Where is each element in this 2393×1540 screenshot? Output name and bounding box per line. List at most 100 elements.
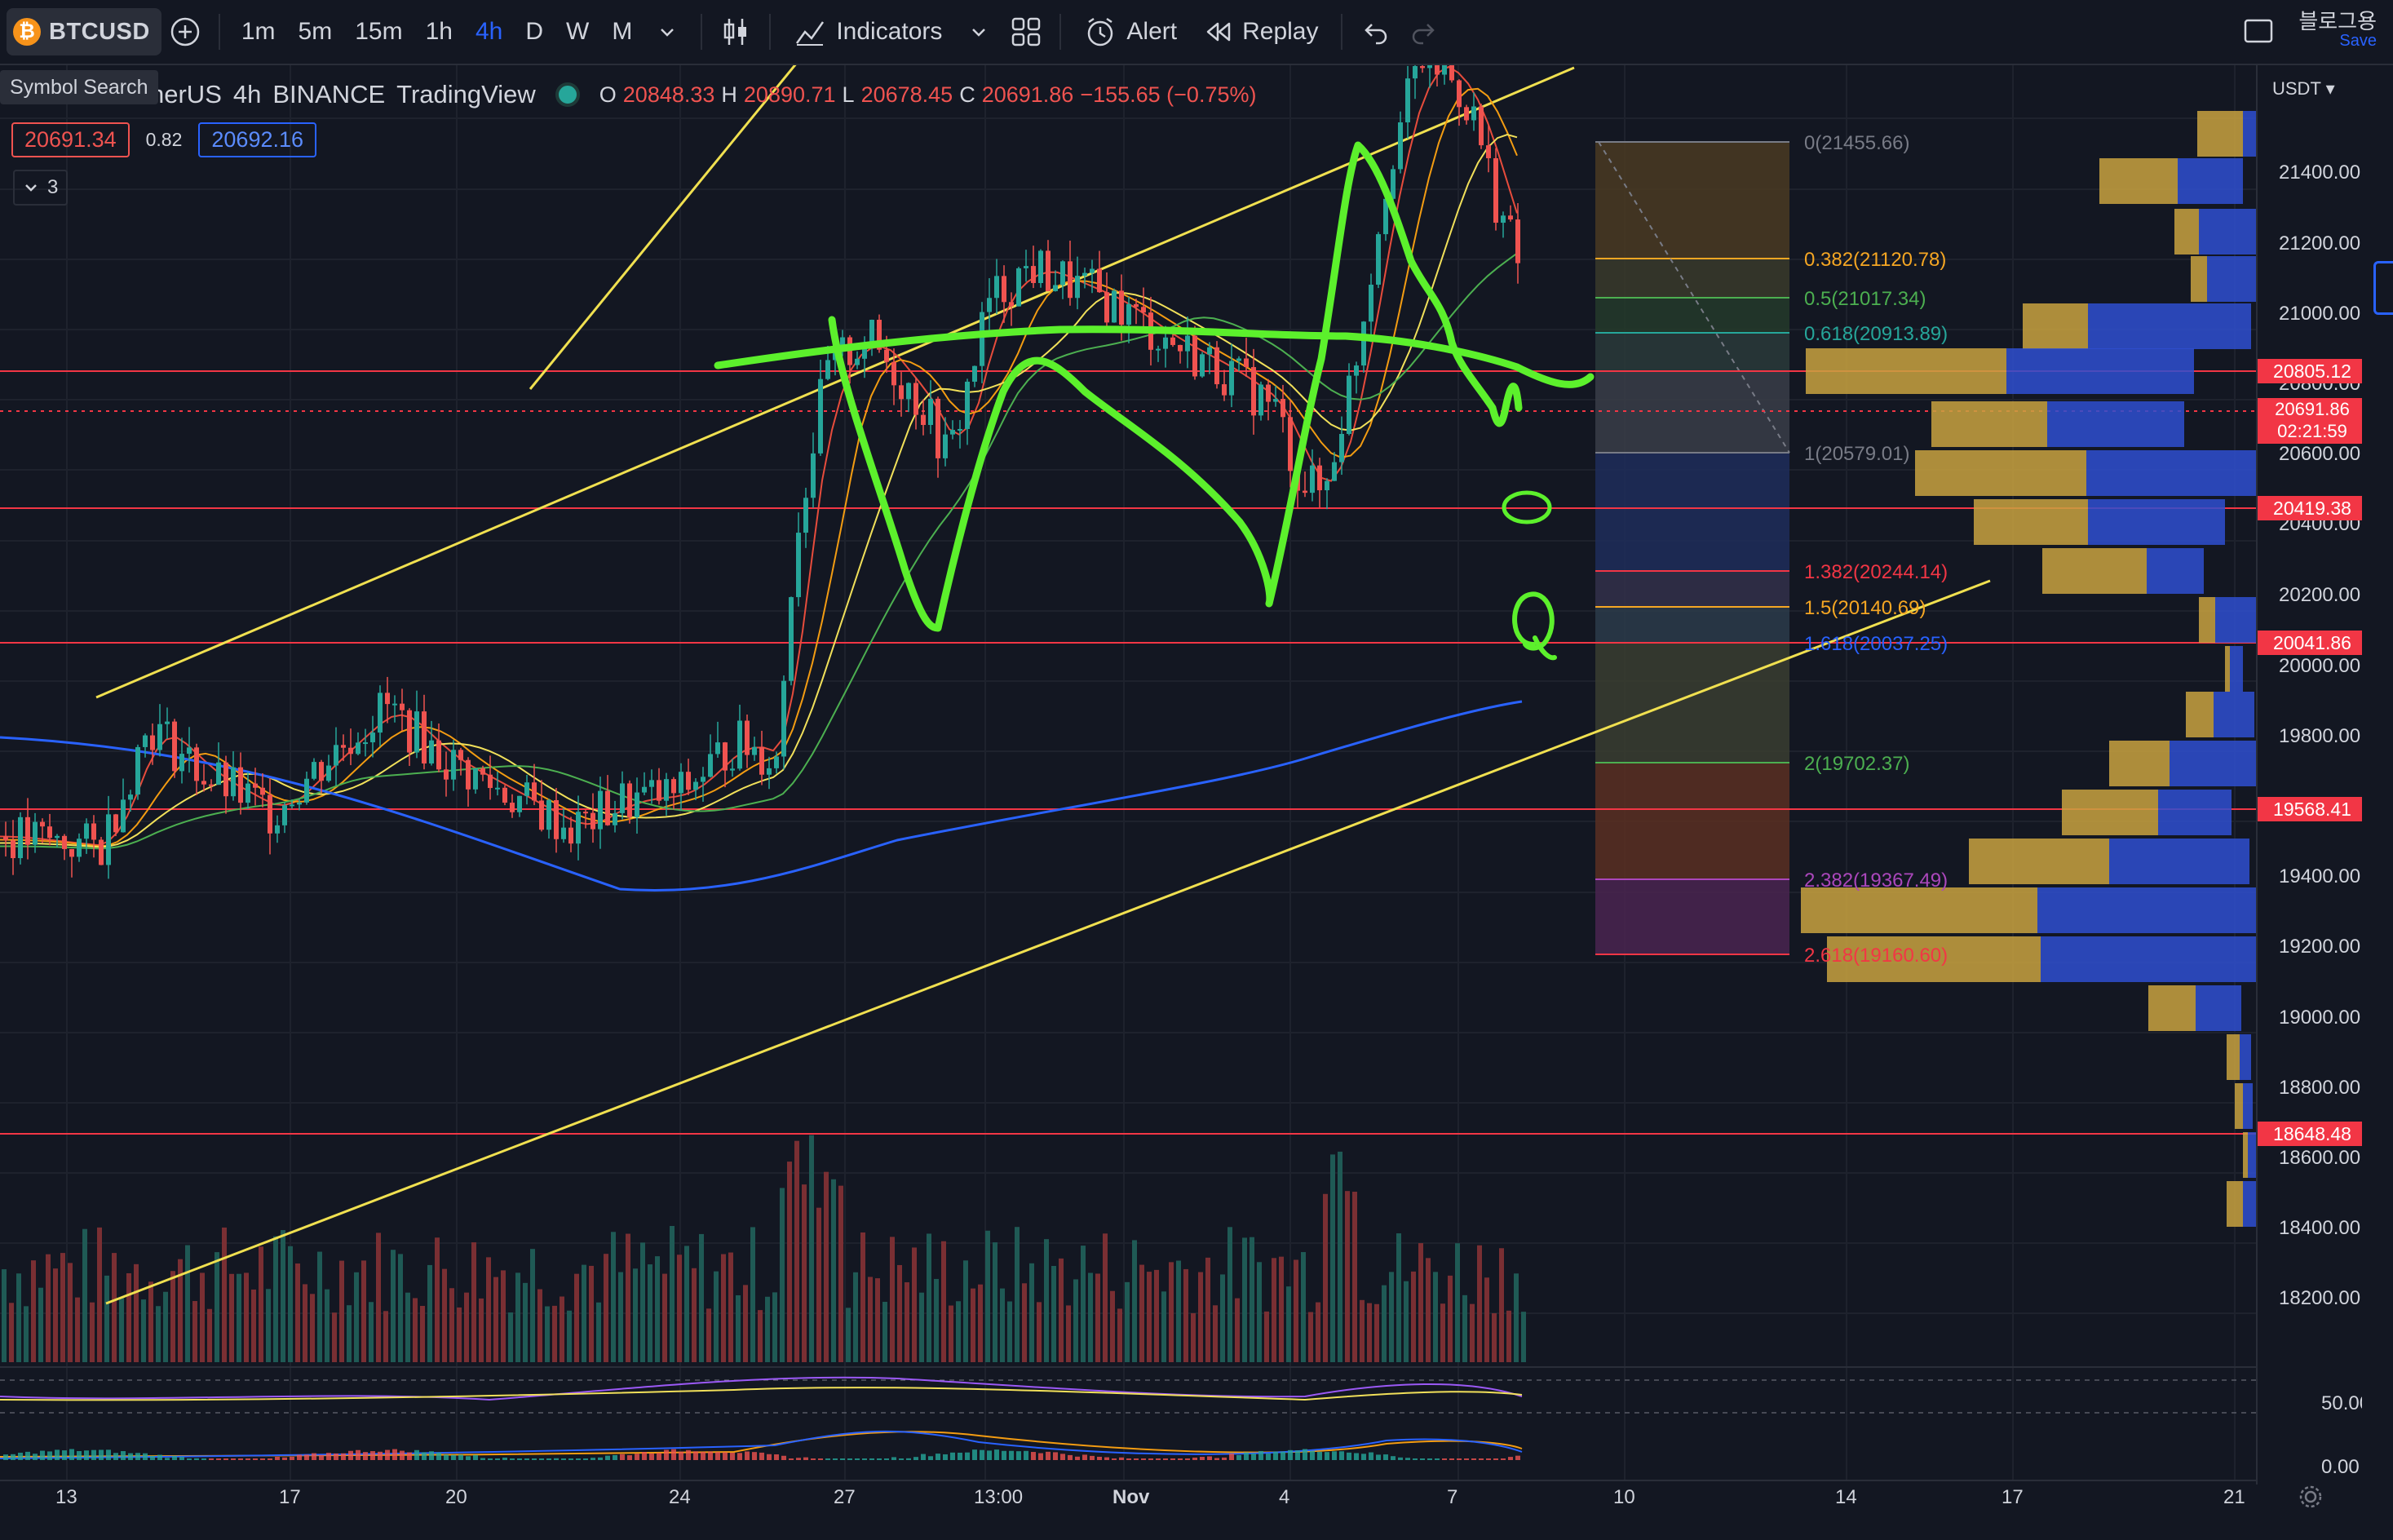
volume-bar — [1139, 1264, 1144, 1362]
macd-histogram-bar — [708, 1451, 713, 1460]
level-price-label: 18648.48 — [2258, 1122, 2367, 1146]
templates-button[interactable] — [1002, 8, 1050, 55]
fib-level-label: 0.382(21120.78) — [1804, 249, 1946, 271]
macd-histogram-bar — [1493, 1458, 1498, 1460]
hand-drawn-annotations — [714, 141, 1595, 661]
macd-histogram-bar — [106, 1449, 111, 1460]
candle-body — [1236, 358, 1241, 361]
chevron-down-icon — [661, 29, 675, 37]
chart-settings-button[interactable] — [2297, 1483, 2324, 1515]
fib-band — [1595, 571, 1789, 607]
candle-body — [495, 787, 500, 790]
symbol-search-button[interactable]: ₿ BTCUSD — [7, 8, 161, 55]
interval-1m[interactable]: 1m — [241, 18, 276, 45]
volume-bar — [1264, 1311, 1269, 1362]
sell-price-button[interactable]: 20691.34 — [11, 122, 130, 157]
redo-button[interactable] — [1400, 8, 1447, 55]
interval-1h[interactable]: 1h — [425, 18, 453, 45]
volume-bar — [1389, 1272, 1394, 1362]
interval-W[interactable]: W — [566, 18, 590, 45]
volume-bar — [875, 1278, 880, 1362]
interval-15m[interactable]: 15m — [355, 18, 403, 45]
undo-button[interactable] — [1352, 8, 1400, 55]
candle-body — [965, 381, 970, 429]
chart-type-button[interactable] — [712, 8, 759, 55]
interval-4h[interactable]: 4h — [475, 18, 503, 45]
macd-histogram-bar — [1479, 1458, 1484, 1460]
macd-histogram-bar — [1435, 1458, 1440, 1460]
indicators-button[interactable]: Indicators — [781, 15, 955, 48]
macd-histogram-bar — [1515, 1455, 1520, 1460]
volume-bar — [714, 1271, 719, 1362]
macd-histogram-bar — [1075, 1456, 1080, 1460]
volume-profile-down — [2086, 450, 2256, 496]
price-scale[interactable] — [2256, 65, 2364, 1485]
buy-price-button[interactable]: 20692.16 — [198, 122, 317, 157]
macd-histogram-bar — [759, 1452, 764, 1460]
candle-body — [899, 385, 904, 400]
compare-add-button[interactable] — [161, 8, 209, 55]
volume-bar — [427, 1264, 432, 1362]
candle-body — [238, 767, 243, 803]
volume-bar — [244, 1272, 249, 1362]
volume-bar — [1404, 1281, 1409, 1362]
volume-bar — [515, 1272, 520, 1362]
currency-selector[interactable]: USDT ▾ — [2272, 78, 2335, 99]
interval-dropdown-button[interactable] — [644, 8, 691, 55]
candle-body — [936, 398, 940, 458]
volume-profile-up — [2227, 1034, 2240, 1080]
volume-bar — [1470, 1303, 1475, 1362]
candle-body — [99, 839, 104, 865]
price-chart[interactable]: 0(21455.66) 0.382(21120.78) 0.5(21017.34) 0… — [0, 65, 2256, 1480]
interval-M[interactable]: M — [612, 18, 633, 45]
fullscreen-button[interactable] — [2235, 7, 2282, 54]
macd-histogram-bar — [3, 1454, 8, 1460]
candle-body — [1200, 354, 1205, 377]
candle-body — [510, 803, 515, 812]
volume-bar — [215, 1252, 219, 1362]
candle-body — [1053, 285, 1058, 291]
macd-histogram-bar — [891, 1457, 896, 1460]
spread-value: 0.82 — [145, 129, 183, 150]
candle-body — [1332, 462, 1337, 481]
candle-body — [693, 781, 698, 790]
volume-bar — [838, 1185, 843, 1362]
candle-body — [1376, 234, 1381, 285]
save-layout-button[interactable]: 블로그용 Save — [2298, 10, 2377, 50]
volume-bar — [1360, 1299, 1365, 1362]
candle-body — [679, 772, 683, 794]
macd-line — [0, 1430, 1523, 1459]
candle-body — [260, 787, 265, 795]
candle-body — [862, 347, 867, 359]
candle-body — [671, 779, 676, 794]
volume-bar — [1154, 1269, 1159, 1362]
replay-button[interactable]: Replay — [1190, 17, 1331, 46]
macd-histogram-bar — [627, 1455, 632, 1460]
macd-histogram-bar — [1464, 1458, 1469, 1460]
volume-bar — [971, 1288, 975, 1362]
candle-body — [312, 762, 316, 779]
side-panel-tab[interactable] — [2373, 261, 2393, 315]
macd-histogram-bar — [1236, 1454, 1241, 1460]
time-axis[interactable] — [0, 1480, 2256, 1517]
legend-symbol-title[interactable]: nerUS — [150, 80, 222, 108]
indicators-collapse-toggle[interactable]: 3 — [13, 170, 69, 206]
fib-extension-tool — [1595, 141, 1790, 955]
volume-bar — [1044, 1239, 1049, 1362]
volume-bar — [640, 1242, 645, 1362]
price-tick: 20600.00 — [2279, 443, 2361, 465]
candle-body — [1060, 261, 1065, 285]
interval-D[interactable]: D — [525, 18, 543, 45]
trend-line — [95, 66, 1575, 699]
indicators-dropdown-button[interactable] — [955, 8, 1002, 55]
candle-body — [913, 383, 918, 415]
legend-exchange: BINANCE — [272, 80, 386, 108]
alert-button[interactable]: Alert — [1071, 15, 1190, 48]
volume-bar — [1117, 1308, 1122, 1362]
interval-5m[interactable]: 5m — [298, 18, 333, 45]
macd-histogram-bar — [1413, 1458, 1418, 1460]
fib-band — [1595, 763, 1789, 879]
volume-bar — [1051, 1265, 1056, 1362]
candle-body — [781, 680, 786, 757]
candle-body — [253, 783, 258, 788]
